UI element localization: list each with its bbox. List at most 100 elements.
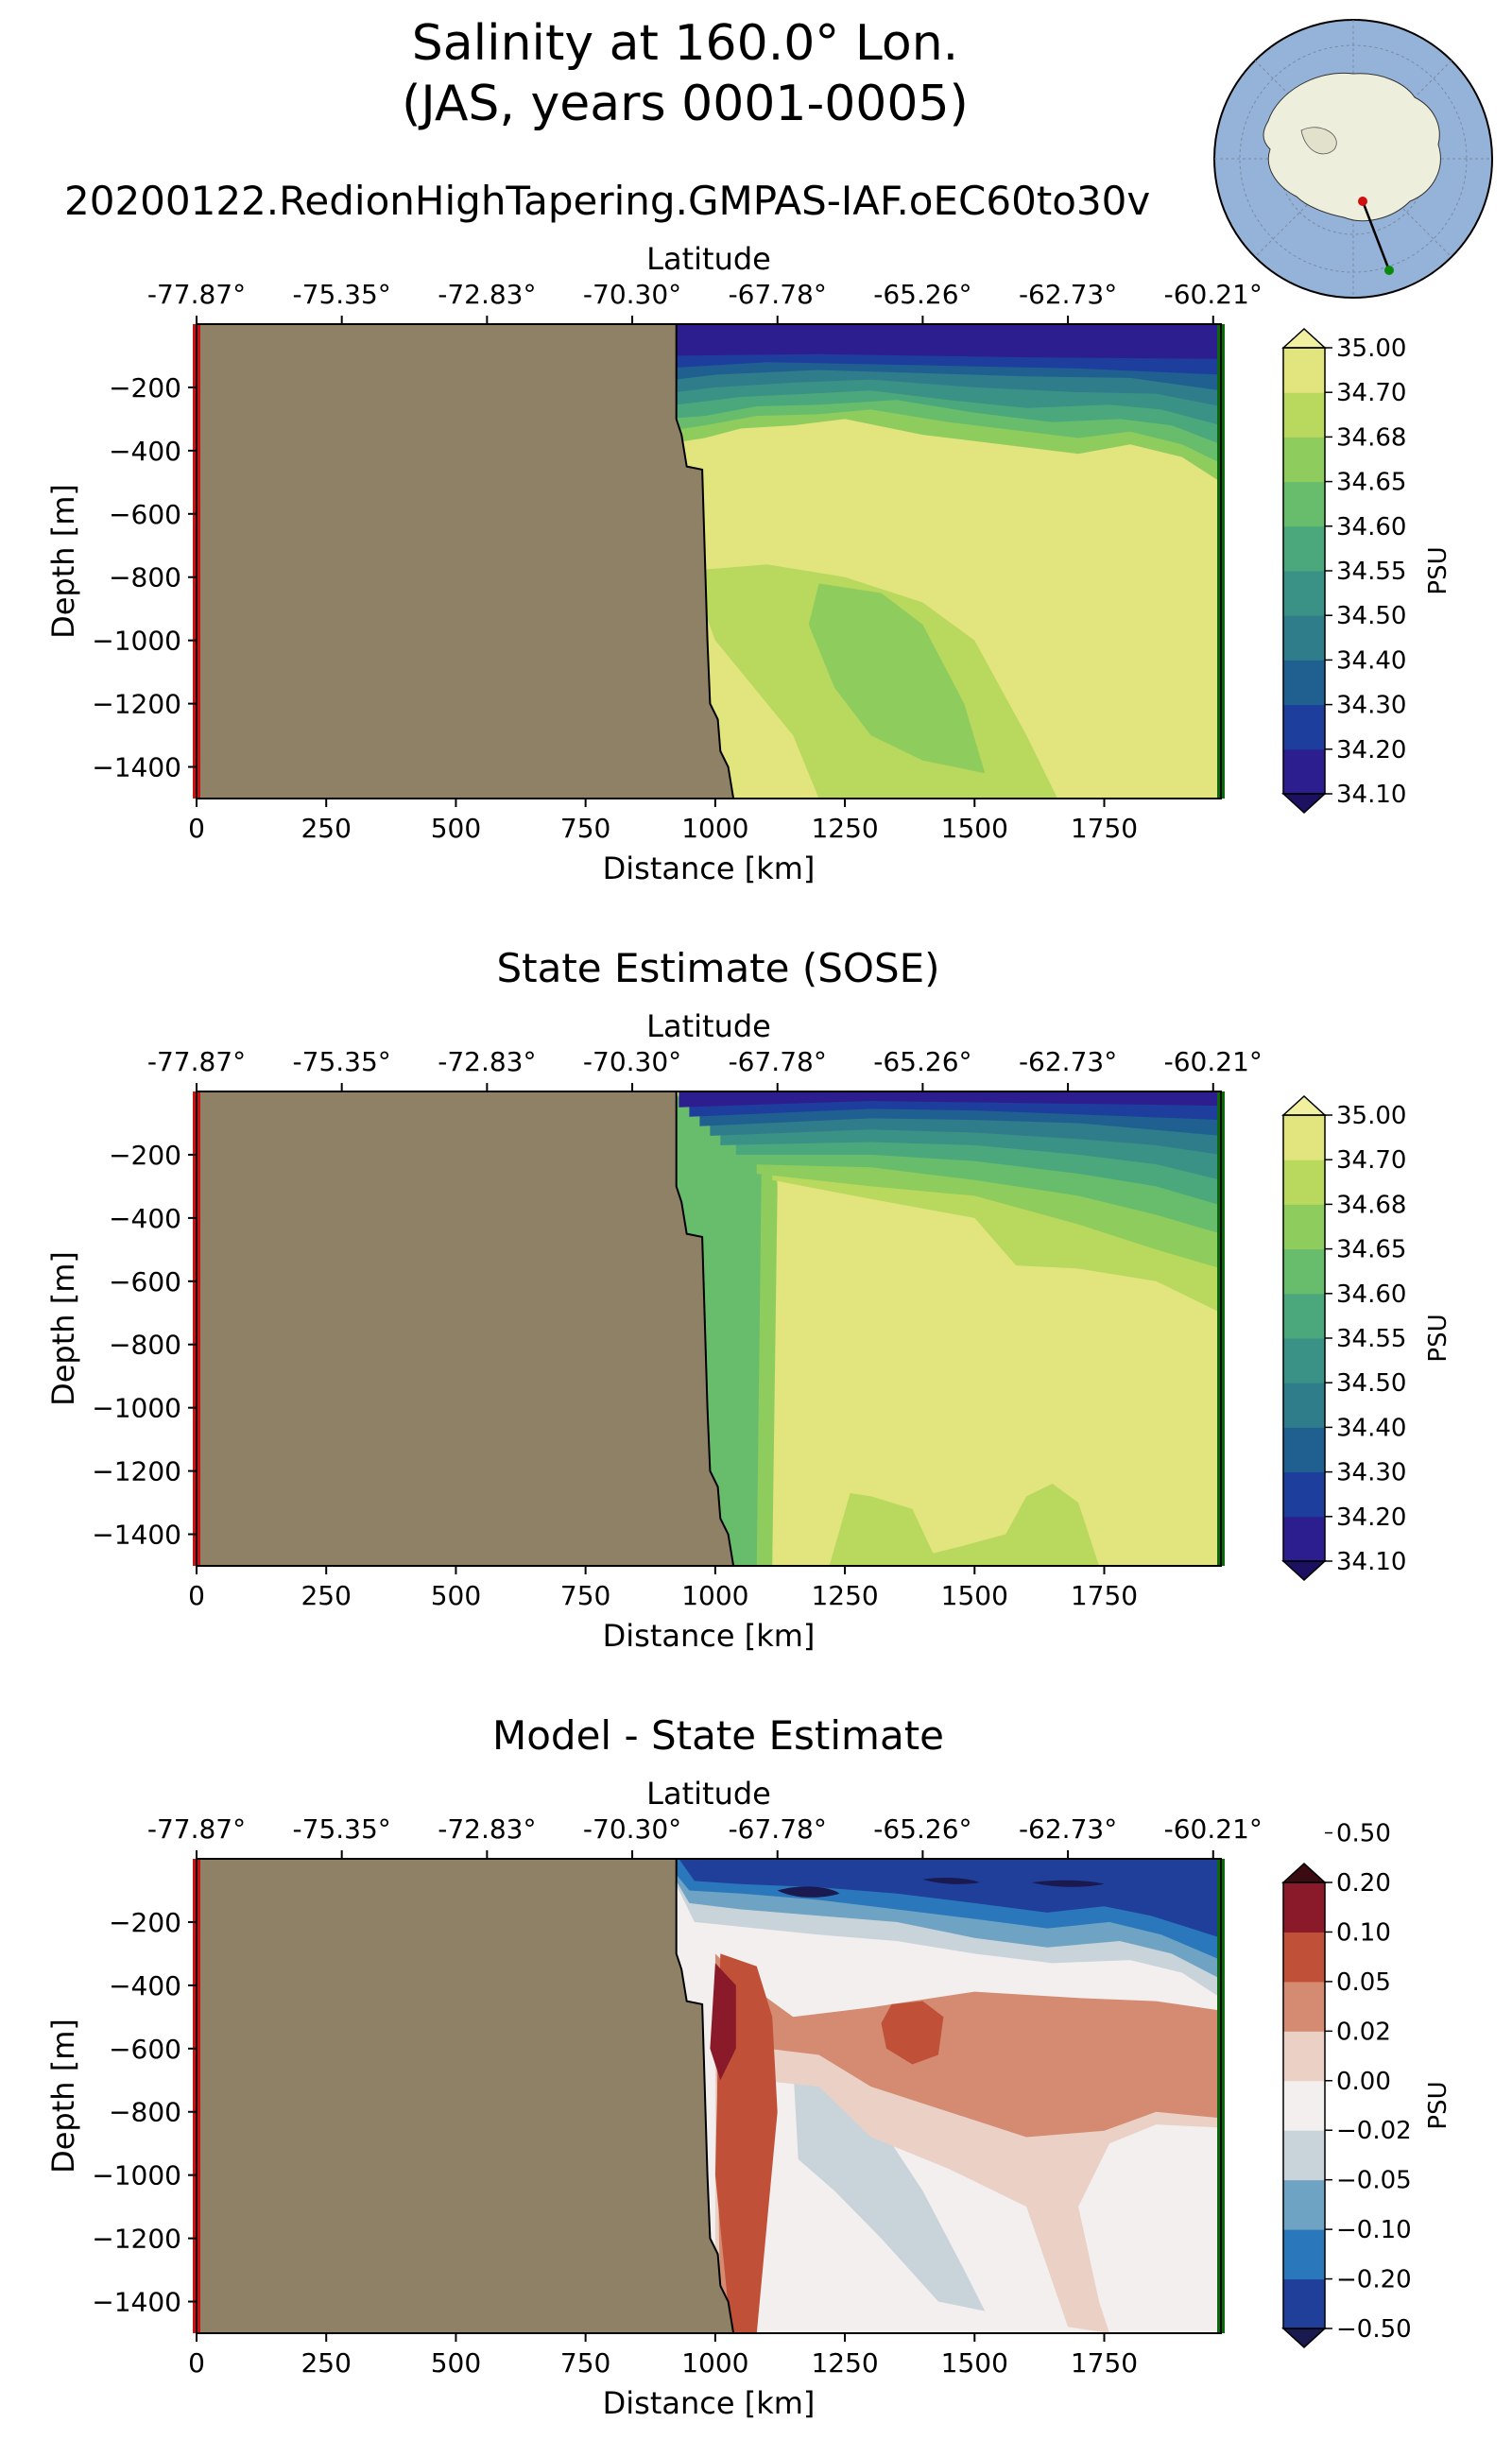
panel-title-sose: State Estimate (SOSE) [496,945,940,991]
colorbar-tick-label: 34.55 [1336,558,1406,586]
colorbar-tick-label: 0.20 [1336,1869,1391,1898]
y-tick-label: −1400 [92,2287,181,2318]
fill-level-34-68-deep [829,1484,1099,1566]
colorbar-tick-label: 0.00 [1336,2068,1391,2096]
y-tick-label: −1200 [92,689,181,720]
fill-level-34-10 [663,324,1221,359]
y-axis-label: Depth [m] [45,1251,81,1406]
colorbar-frame [1282,1881,1326,2329]
x-tick-label: 0 [188,813,205,844]
top-tick-label: -60.21° [1164,1046,1263,1077]
x-tick-label: 1500 [941,813,1008,844]
panel-diff: 0 250 500 750 1000 1250 1500 1750 Distance [km] -… [45,1776,1452,2421]
x-tick-label: 0 [188,2347,205,2379]
x-tick-label: 1500 [941,2347,1008,2379]
y-tick-label: −1400 [92,1520,181,1551]
colorbar-segment [1283,348,1325,393]
colorbar-extend-high [1281,1094,1327,1116]
fill-level-below-neg-0-50-2 [1031,1880,1105,1887]
colorbar-tick-label: 35.00 [1336,335,1406,363]
colorbar-segment [1283,1383,1325,1428]
x-tick-label: 1500 [941,1580,1008,1611]
x-tick-label: 1000 [681,1580,748,1611]
x-tick-label: 250 [301,1580,351,1611]
colorbar-extend-low [1281,793,1327,815]
colorbar-tick-label: 34.30 [1336,1459,1406,1487]
y-tick-label: −600 [109,2034,181,2065]
colorbar-segment [1283,2031,1325,2082]
x-tick-label: 500 [431,813,481,844]
top-tick-label: -65.26° [873,279,971,310]
colorbar-tick-label: −0.20 [1336,2266,1412,2294]
top-tick-label: -62.73° [1019,1046,1117,1077]
panel-sose: 0 250 500 750 1000 1250 1500 1750 Distance [km] -… [45,1008,1452,1654]
run-name: 20200122.RedionHighTapering.GMPAS-IAF.oE… [64,178,1151,224]
x-tick-label: 500 [431,1580,481,1611]
top-tick-label: -77.87° [147,279,246,310]
top-tick-label: -72.83° [438,1046,536,1077]
top-tick-label: -72.83° [438,279,536,310]
top-tick-label: -75.35° [293,279,391,310]
x-tick-label: 250 [301,813,351,844]
colorbar-tick-label: 34.68 [1336,423,1406,452]
y-tick-label: −200 [109,1140,181,1171]
top-axis-label: Latitude [646,241,771,277]
y-tick-label: −1000 [92,2160,181,2191]
fill-level-pos-0-10-eddy [881,2001,944,2065]
fill-level-34-10 [679,1091,1221,1108]
colorbar-segment [1283,748,1325,795]
top-tick-label: -67.78° [729,1046,827,1077]
colorbar-segment [1283,1204,1325,1250]
antarctica-locator-map [1213,19,1493,299]
colorbar-tick-label: 34.50 [1336,1369,1406,1398]
top-tick-label: -70.30° [583,1813,681,1845]
colorbar-segment [1283,1471,1325,1518]
colorbar-tick-label: 34.65 [1336,469,1406,497]
top-axis-label: Latitude [646,1776,771,1812]
colorbar-segment [1283,615,1325,661]
x-tick-label: 0 [188,1580,205,1611]
y-tick-label: −1000 [92,1393,181,1424]
colorbar-tick-label: 34.60 [1336,513,1406,541]
ice-shelf [1300,127,1337,155]
colorbar-segment [1283,1427,1325,1473]
top-tick-label: -62.73° [1019,279,1117,310]
colorbar-tick-label: 0.50 [1336,1820,1391,1848]
y-tick-label: −400 [109,1203,181,1234]
x-tick-label: 1000 [681,813,748,844]
top-tick-label: -77.87° [147,1813,246,1845]
x-tick-label: 1750 [1071,2347,1138,2379]
y-tick-label: −1200 [92,2224,181,2255]
colorbar-segment [1283,392,1325,438]
x-tick-label: 1250 [811,2347,878,2379]
colorbar-segment [1283,2130,1325,2181]
y-tick-label: −600 [109,499,181,530]
colorbar-tick-label: 34.40 [1336,646,1406,675]
colorbar-segment [1283,660,1325,706]
x-tick-label: 750 [560,813,610,844]
top-tick-label: -67.78° [729,1813,827,1845]
top-axis-label: Latitude [646,1008,771,1044]
top-tick-label: -62.73° [1019,1813,1117,1845]
y-axis-label: Depth [m] [45,484,81,639]
y-tick-label: −800 [109,1330,181,1361]
x-tick-label: 1250 [811,1580,878,1611]
x-axis-label: Distance [km] [603,2385,816,2421]
colorbar-label: PSU [1424,2081,1452,2129]
x-tick-label: 1750 [1071,1580,1138,1611]
top-tick-label: -65.26° [873,1046,971,1077]
fill-level-pos-0-05 [714,1953,1221,2333]
x-axis-label: Distance [km] [603,1618,816,1654]
top-tick-label: -67.78° [729,279,827,310]
panel-title-diff: Model - State Estimate [492,1712,944,1759]
colorbar-tick-label: −0.02 [1336,2117,1412,2145]
colorbar-segment [1283,481,1325,527]
colorbar-tick-label: 34.50 [1336,602,1406,630]
x-tick-label: 1750 [1071,813,1138,844]
colorbar-segment [1283,571,1325,616]
top-tick-label: -65.26° [873,1813,971,1845]
colorbar-segment [1283,1248,1325,1295]
top-tick-label: -70.30° [583,1046,681,1077]
figure-title: Salinity at 160.0° Lon. (JAS, years 0001… [0,13,1370,134]
